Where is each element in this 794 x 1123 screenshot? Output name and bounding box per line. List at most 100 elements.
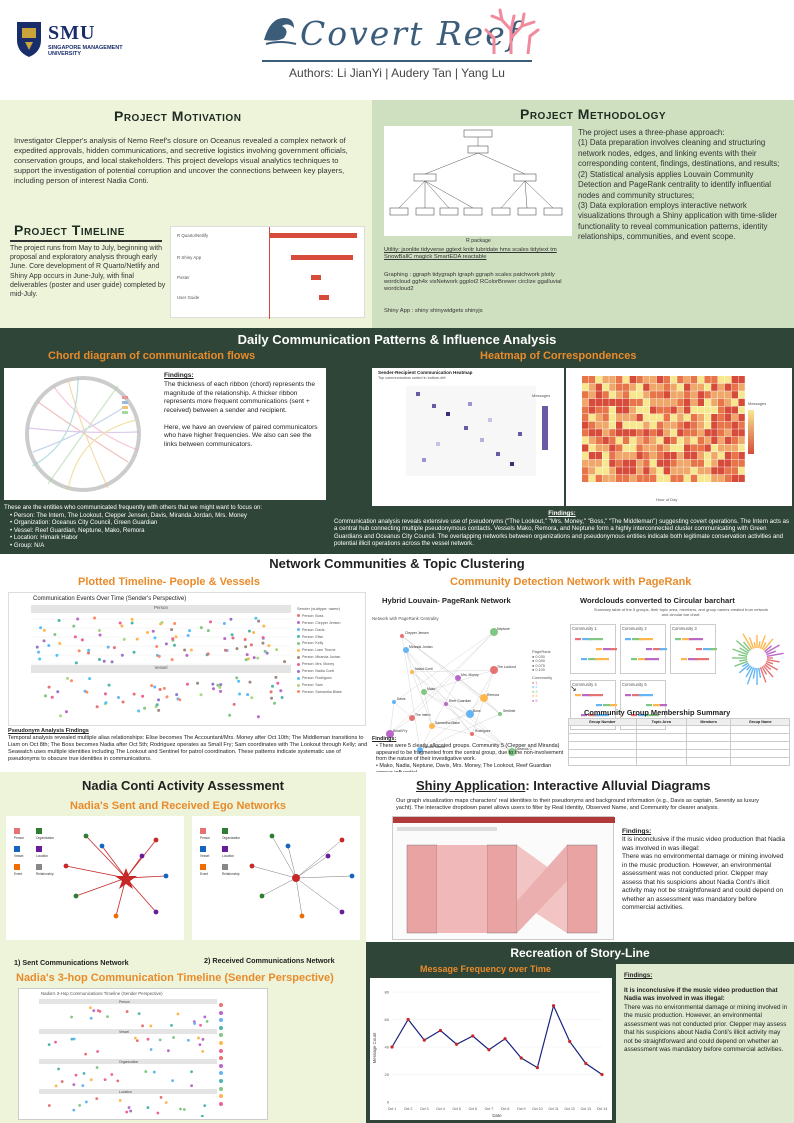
gantt-row-label: R Shiny App: [177, 255, 202, 260]
event-point: [150, 684, 154, 688]
heatmap-cell: [684, 474, 691, 482]
hop-point: [110, 1073, 114, 1076]
heatmap-cell: [595, 414, 602, 422]
event-point: [132, 650, 136, 654]
event-point: [235, 647, 239, 651]
word-mark: [645, 658, 659, 661]
heatmap-cell: [738, 474, 745, 482]
heatmap-cell: [724, 444, 732, 452]
event-point: [37, 650, 41, 654]
heatmap-cell: [650, 421, 657, 429]
circular-bar: [732, 648, 748, 656]
word-mark: [696, 648, 702, 651]
heatmap-cell: [602, 444, 609, 452]
heatmap-cell: [595, 459, 602, 467]
event-point: [120, 653, 124, 657]
event-point: [174, 635, 178, 639]
heatmap-cell: [738, 421, 745, 429]
heatmap-cell: [663, 467, 670, 475]
heatmap-cell: [622, 391, 630, 399]
hop-legend-swatch: [219, 1094, 223, 1099]
network-node-label: Rodriguez: [475, 729, 491, 733]
heatmap-cell: [650, 452, 657, 460]
wave-icon: [264, 18, 297, 45]
hop-point: [146, 1037, 150, 1041]
circular-bar: [742, 633, 753, 650]
network-edge: [405, 649, 473, 735]
ego-edge: [101, 845, 127, 879]
gantt-row-label: User Guide: [177, 295, 200, 300]
event-point: [165, 695, 169, 699]
word-mark: [589, 638, 603, 641]
heatmap-cell: [731, 459, 738, 467]
facet-label: Organization: [119, 1060, 138, 1064]
x-tick-label: Oct 13: [581, 1107, 592, 1111]
heatmap-cell: [609, 421, 616, 429]
shiny-dropdown[interactable]: [397, 827, 497, 831]
network-edge: [445, 703, 473, 735]
heatmap-cell: [650, 406, 657, 414]
hop-point: [190, 1084, 194, 1088]
network-node-label: Small Fry: [393, 729, 408, 733]
heatmap-cell: [684, 421, 691, 429]
heatmap-cell: [656, 376, 664, 384]
chord-diagram: [25, 376, 141, 492]
heatmap-cell: [670, 444, 677, 452]
heatmap-cell: [738, 414, 745, 422]
event-point: [80, 638, 84, 642]
heatmap-cell: [616, 436, 623, 444]
wordcloud-label: Community 1: [572, 626, 597, 631]
frequency-point: [390, 1045, 394, 1049]
heatmap-cell: [595, 421, 602, 429]
ego-title: Nadia's Sent and Received Ego Networks: [70, 800, 286, 812]
heatmap-cell: [656, 436, 664, 444]
heatmap-cell: [636, 467, 643, 475]
pagerank-network-graph: Clepper Jensen Miranda Jordan Neptune Nadia…: [386, 627, 532, 756]
chord-title: Chord diagram of communication flows: [48, 350, 256, 362]
event-point: [280, 695, 284, 699]
legend-item: Person: Miranda Jordan: [297, 655, 363, 659]
shiny-app-link[interactable]: Shiny Application: [416, 778, 526, 793]
heatmap-cell: [697, 376, 704, 384]
entity-item: • Vessel: Reef Guardian, Neptune, Mako, …: [10, 526, 145, 534]
heatmap-cell: [588, 429, 596, 437]
word-mark: [660, 704, 674, 707]
heatmap-hour-card: Messages Hour of Day: [566, 368, 792, 506]
word-mark: [588, 714, 598, 717]
heatmap-cell: [588, 421, 596, 429]
circular-bar: [742, 641, 752, 651]
network-edge: [445, 703, 471, 715]
event-point: [245, 653, 249, 657]
gantt-bar: [269, 233, 357, 238]
ego-legend-swatch: [36, 846, 42, 852]
methodology-flowchart: [384, 126, 572, 236]
legend-item: Person: Rodriguez: [297, 676, 363, 680]
heatmap-cell: [684, 467, 691, 475]
word-mark: [645, 714, 659, 717]
hop-point: [158, 1038, 162, 1042]
word-mark: [575, 638, 581, 641]
heatmap-cell: [582, 414, 589, 422]
heatmap-cell: [670, 406, 677, 414]
heatmap-cell: [704, 436, 711, 444]
x-tick-label: Oct 12: [564, 1107, 575, 1111]
pagerank-legend-item: ● 0.100: [532, 668, 545, 673]
network-node: [444, 702, 448, 706]
heatmap-cell: [684, 414, 691, 422]
timeline-underline: [10, 240, 162, 242]
heatmap-cell: [588, 398, 596, 406]
network-edge: [423, 691, 513, 753]
event-point: [261, 641, 265, 645]
legend-item: Person: Samantha Blake: [297, 690, 363, 694]
heatmap-cell: [677, 398, 684, 406]
event-point: [270, 696, 274, 700]
hop-point: [57, 1067, 60, 1071]
hop-legend-swatch: [219, 1033, 223, 1038]
heatmap-cell: [670, 421, 677, 429]
event-point: [157, 708, 161, 712]
event-point: [175, 693, 179, 697]
heatmap-cell: [643, 452, 650, 460]
heatmap-cell: [670, 436, 677, 444]
heatmap-cell: [643, 421, 650, 429]
circular-bar: [738, 663, 750, 674]
